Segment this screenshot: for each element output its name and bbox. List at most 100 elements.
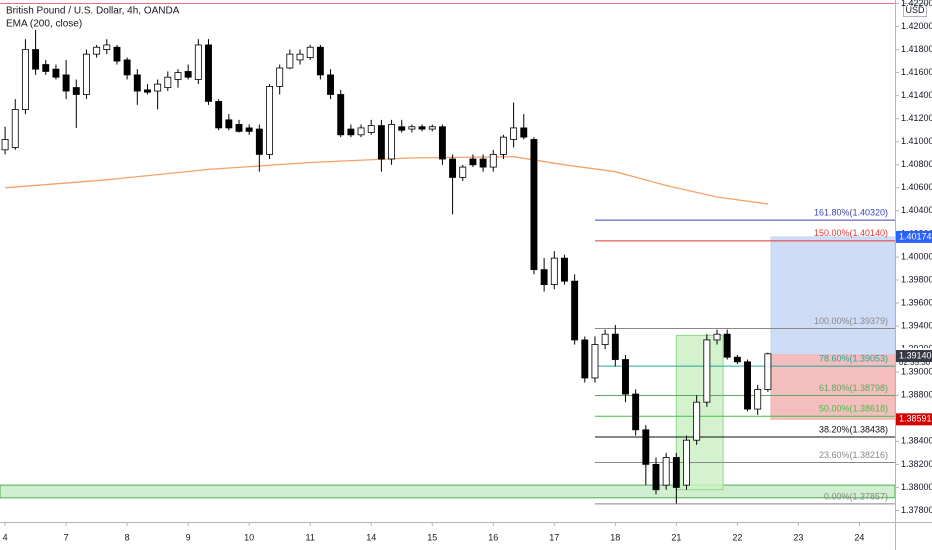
candle-body bbox=[215, 101, 223, 129]
fib-label: 38.20%(1.38438) bbox=[819, 424, 888, 434]
y-tick-label: 1.41400 bbox=[901, 90, 932, 100]
zone bbox=[770, 236, 896, 356]
candle-body bbox=[438, 126, 446, 160]
candle-body bbox=[32, 49, 40, 70]
candle-body bbox=[672, 457, 680, 488]
y-tick-label: 1.38800 bbox=[901, 390, 932, 400]
x-tick-label: 7 bbox=[64, 532, 69, 542]
candle-body bbox=[296, 53, 304, 61]
candle-body bbox=[347, 128, 355, 136]
candle-body bbox=[337, 94, 345, 136]
fib-label: 100.00%(1.39379) bbox=[814, 316, 888, 326]
x-tick-label: 9 bbox=[186, 532, 191, 542]
x-tick-label: 8 bbox=[125, 532, 130, 542]
candle-body bbox=[205, 44, 212, 102]
candle-body bbox=[357, 127, 365, 136]
candle-body bbox=[499, 136, 507, 155]
candle-body bbox=[11, 109, 19, 148]
price-label: 1.40174 bbox=[899, 231, 932, 241]
plot: 161.80%(1.40320) 150.00%(1.40140) 100.00%(… bbox=[0, 2, 896, 505]
y-tick-label: 1.38400 bbox=[901, 436, 932, 446]
candle-body bbox=[42, 64, 50, 72]
candle-body bbox=[703, 339, 711, 403]
fib-label: 0.00%(1.37857) bbox=[824, 491, 888, 501]
y-tick-label: 1.38000 bbox=[901, 482, 932, 492]
x-tick-label: 14 bbox=[366, 532, 376, 542]
candle-body bbox=[530, 139, 538, 271]
price-label: 1.38591 bbox=[899, 414, 932, 424]
candle-body bbox=[235, 124, 243, 132]
x-tick-label: 16 bbox=[488, 532, 498, 542]
zone bbox=[0, 484, 896, 499]
y-tick-label: 1.41200 bbox=[901, 113, 932, 123]
candle-body bbox=[194, 44, 202, 80]
y-tick-label: 1.39600 bbox=[901, 297, 932, 307]
fib-label: 161.80%(1.40320) bbox=[814, 207, 888, 217]
price-label-box bbox=[896, 350, 932, 363]
candle-body bbox=[154, 83, 162, 92]
x-tick-label: 24 bbox=[854, 532, 864, 542]
candle-body bbox=[683, 439, 690, 486]
x-tick-label: 23 bbox=[793, 532, 803, 542]
candle-body bbox=[225, 119, 233, 129]
candle-body bbox=[428, 126, 436, 130]
y-tick-label: 1.40600 bbox=[901, 182, 932, 192]
x-tick-label: 17 bbox=[549, 532, 559, 542]
candle-body bbox=[113, 46, 121, 62]
candle-body bbox=[327, 74, 334, 95]
y-tick-label: 1.39800 bbox=[901, 274, 932, 284]
candle-body bbox=[245, 127, 253, 132]
candle-body bbox=[174, 72, 182, 80]
candle-body bbox=[449, 158, 457, 178]
candle-body bbox=[103, 44, 111, 50]
y-tick-label: 1.37800 bbox=[901, 505, 932, 515]
candle-body bbox=[408, 126, 416, 130]
fib-label: 50.00%(1.38618) bbox=[819, 404, 888, 414]
ema-line bbox=[5, 156, 768, 205]
candle-body bbox=[286, 53, 294, 69]
candle-body bbox=[713, 333, 721, 341]
candle-body bbox=[388, 124, 396, 160]
candle-body bbox=[764, 353, 772, 390]
candle-body bbox=[550, 257, 558, 286]
chart-title: British Pound / U.S. Dollar, 4h, OANDA bbox=[6, 6, 180, 17]
fib-label: 61.80%(1.38798) bbox=[819, 383, 888, 393]
candle-body bbox=[581, 339, 589, 379]
x-tick-label: 11 bbox=[306, 532, 315, 542]
candle-body bbox=[611, 333, 619, 360]
y-tick-label: 1.40000 bbox=[901, 251, 932, 261]
candle-body bbox=[398, 126, 406, 131]
candle-body bbox=[693, 401, 701, 441]
x-tick-label: 21 bbox=[671, 532, 681, 542]
candle-body bbox=[184, 71, 192, 78]
price-label-box bbox=[896, 230, 932, 243]
candle-body bbox=[418, 126, 426, 130]
currency-box[interactable] bbox=[903, 3, 927, 17]
y-tick-label: 1.42000 bbox=[901, 21, 932, 31]
candle-body bbox=[144, 89, 151, 93]
candle-body bbox=[1, 139, 9, 151]
y-tick-label: 1.38200 bbox=[901, 459, 932, 469]
candle-body bbox=[459, 166, 467, 178]
currency[interactable]: USD bbox=[905, 5, 925, 15]
candle-body bbox=[469, 158, 477, 166]
candle-body bbox=[510, 127, 518, 140]
y-tick-label: 1.39000 bbox=[901, 367, 932, 377]
candle-body bbox=[255, 128, 263, 155]
candle-body bbox=[123, 59, 131, 76]
candle-body bbox=[164, 76, 172, 88]
candle-body bbox=[316, 46, 324, 76]
candle-body bbox=[72, 87, 80, 95]
y-tick-label: 1.41600 bbox=[901, 67, 932, 77]
candle-body bbox=[652, 463, 660, 491]
candle-body bbox=[276, 67, 284, 87]
candle-body bbox=[754, 389, 762, 410]
fib-label: 78.60%(1.39053) bbox=[819, 353, 888, 363]
candle-body bbox=[733, 356, 741, 363]
price-label: 1.39140 bbox=[899, 350, 932, 360]
candle-body bbox=[306, 46, 314, 59]
fib-label: 23.60%(1.38216) bbox=[819, 450, 888, 460]
candle-body bbox=[133, 74, 141, 92]
